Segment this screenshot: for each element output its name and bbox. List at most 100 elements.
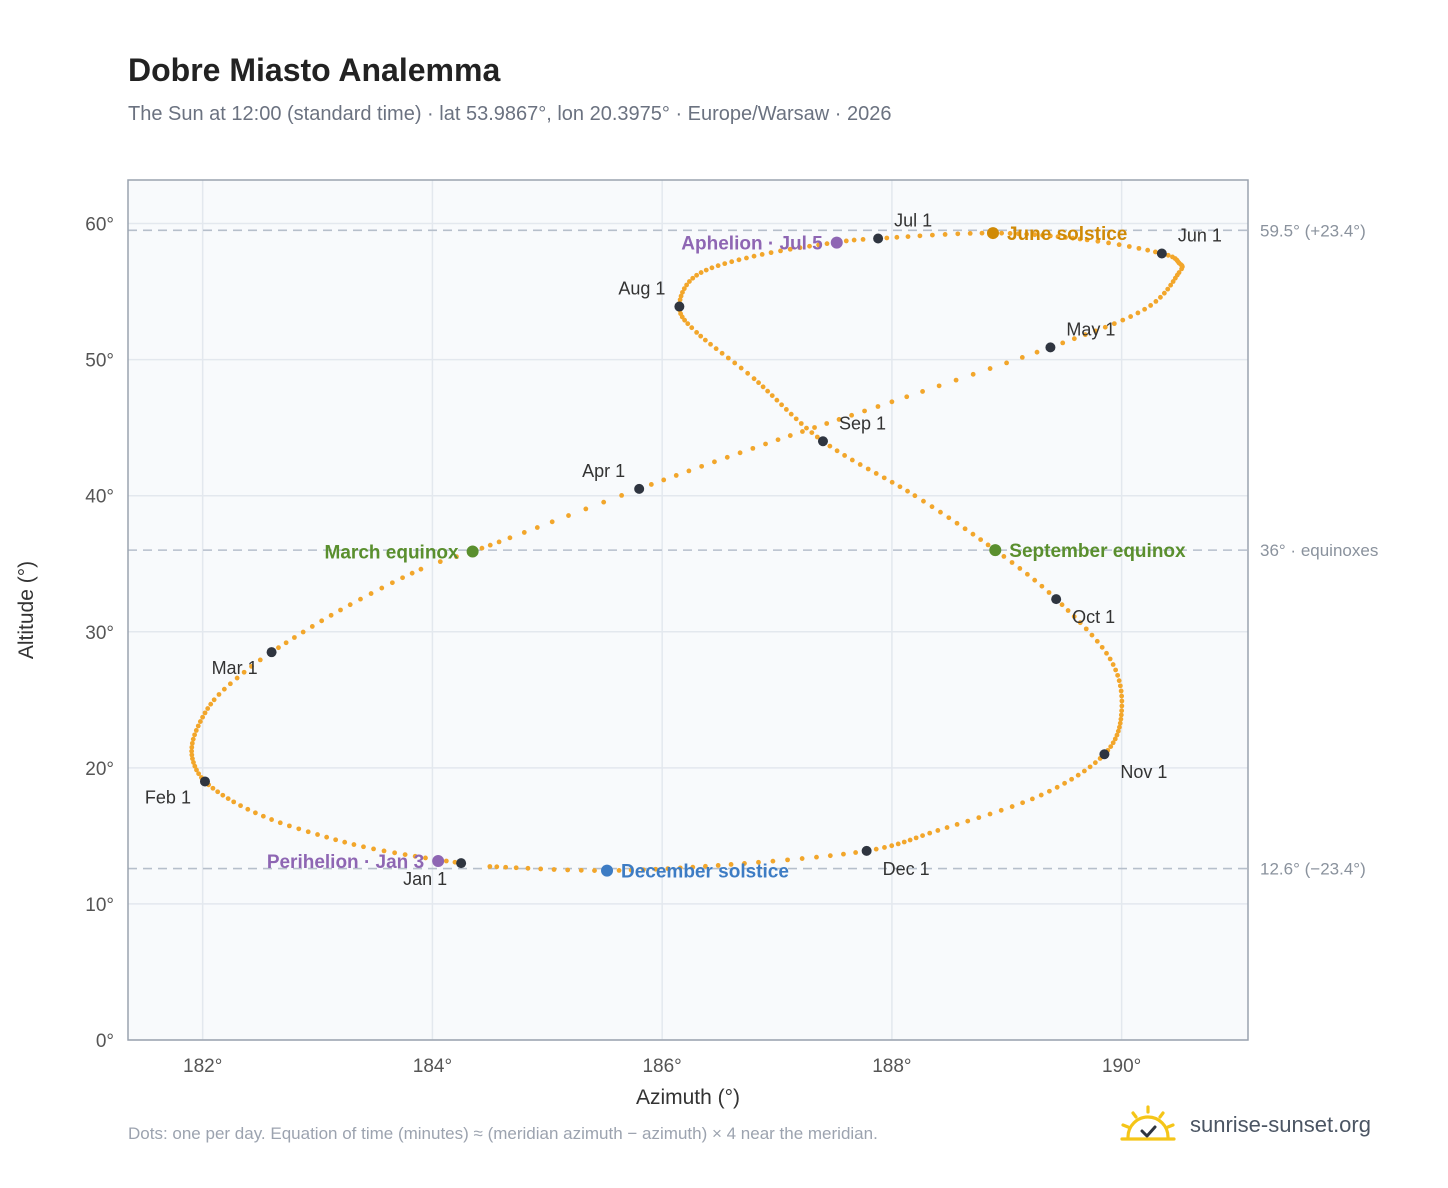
daily-dot xyxy=(687,279,692,284)
month-label: Apr 1 xyxy=(582,461,625,481)
month-marker xyxy=(1051,594,1062,605)
daily-dot xyxy=(719,350,725,356)
daily-dot xyxy=(225,796,231,802)
daily-dot xyxy=(1077,236,1083,242)
daily-dot xyxy=(277,820,283,826)
daily-dot xyxy=(682,317,688,323)
daily-dot xyxy=(1039,583,1045,589)
daily-dot xyxy=(1077,620,1083,626)
daily-dot xyxy=(1034,349,1040,355)
daily-dot xyxy=(276,645,281,651)
daily-dot xyxy=(208,701,214,707)
daily-dot xyxy=(189,748,195,754)
event-markers: June solstice December solstice March equi… xyxy=(267,224,1186,883)
daily-dot xyxy=(286,823,292,829)
daily-dot xyxy=(824,241,830,247)
month-label: Aug 1 xyxy=(618,279,665,299)
daily-dot xyxy=(905,234,911,239)
daily-dot xyxy=(196,771,202,777)
daily-dot xyxy=(907,837,913,843)
daily-dot xyxy=(756,859,761,865)
daily-dot xyxy=(319,618,325,624)
daily-dot xyxy=(998,807,1004,813)
daily-dot xyxy=(849,457,855,463)
event-marker xyxy=(432,855,445,868)
daily-dot xyxy=(770,858,776,864)
reference-line-label: 59.5° (+23.4°) xyxy=(1260,221,1366,240)
daily-dot xyxy=(736,257,742,263)
event-marker xyxy=(601,864,614,877)
daily-dot xyxy=(521,530,527,535)
daily-dot xyxy=(601,499,607,505)
daily-dot xyxy=(793,416,799,422)
daily-dot xyxy=(779,402,784,408)
daily-dot xyxy=(684,282,690,288)
daily-dot xyxy=(215,789,221,795)
daily-dot xyxy=(211,697,217,703)
daily-dot xyxy=(889,843,895,849)
daily-dot xyxy=(513,865,519,871)
daily-dot xyxy=(1007,231,1013,236)
daily-dot xyxy=(194,767,199,773)
daily-dot xyxy=(862,408,867,414)
daily-dot xyxy=(944,825,950,830)
daily-dot xyxy=(1082,332,1088,338)
daily-dot xyxy=(729,259,735,265)
brand[interactable]: sunrise-sunset.org xyxy=(1120,1100,1371,1150)
daily-dot xyxy=(192,732,198,738)
month-label: May 1 xyxy=(1066,319,1115,339)
daily-dot xyxy=(936,383,942,389)
daily-dot xyxy=(389,580,395,586)
daily-dot xyxy=(437,559,443,565)
month-label: Nov 1 xyxy=(1120,762,1167,782)
daily-dot xyxy=(787,433,793,438)
daily-dot xyxy=(889,479,895,485)
daily-dot xyxy=(347,602,353,608)
daily-dot xyxy=(841,851,846,857)
daily-dot xyxy=(927,830,933,836)
y-tick-label: 20° xyxy=(85,759,114,780)
daily-dot xyxy=(1092,760,1098,766)
daily-dot xyxy=(765,388,771,394)
daily-dot xyxy=(368,591,374,596)
daily-dot xyxy=(661,477,667,483)
daily-dot xyxy=(665,866,671,872)
daily-dot xyxy=(1110,740,1116,746)
daily-dot xyxy=(231,799,237,805)
daily-dot xyxy=(938,509,943,515)
daily-dot xyxy=(245,806,251,812)
month-marker xyxy=(456,858,467,869)
daily-dot xyxy=(849,412,855,418)
daily-dot xyxy=(1093,328,1098,334)
month-marker xyxy=(634,483,645,494)
daily-dot xyxy=(241,669,247,675)
daily-dot xyxy=(653,866,658,872)
daily-dot xyxy=(970,531,976,537)
daily-dot xyxy=(1024,231,1030,237)
daily-dot xyxy=(538,866,544,872)
daily-dot xyxy=(269,817,274,822)
daily-dot xyxy=(843,238,849,244)
daily-dot xyxy=(715,263,721,269)
daily-dot xyxy=(1071,614,1077,619)
daily-dot xyxy=(722,261,728,267)
daily-dot xyxy=(677,297,683,303)
daily-dot xyxy=(970,371,976,377)
daily-dot xyxy=(1145,247,1151,253)
daily-dot xyxy=(979,230,985,236)
daily-dot xyxy=(809,430,815,436)
daily-dot xyxy=(1104,650,1109,656)
daily-dot xyxy=(1161,290,1167,296)
daily-dot xyxy=(690,275,696,281)
daily-dot xyxy=(227,681,233,687)
daily-dot xyxy=(853,850,859,855)
daily-dot xyxy=(715,863,721,868)
daily-dot xyxy=(454,554,459,560)
daily-dot xyxy=(392,850,398,856)
daily-dot xyxy=(1009,804,1015,809)
daily-dot xyxy=(220,792,226,798)
daily-dot xyxy=(1135,310,1141,316)
daily-dot xyxy=(300,629,306,635)
daily-dot xyxy=(191,760,196,765)
daily-dot xyxy=(1020,800,1026,806)
